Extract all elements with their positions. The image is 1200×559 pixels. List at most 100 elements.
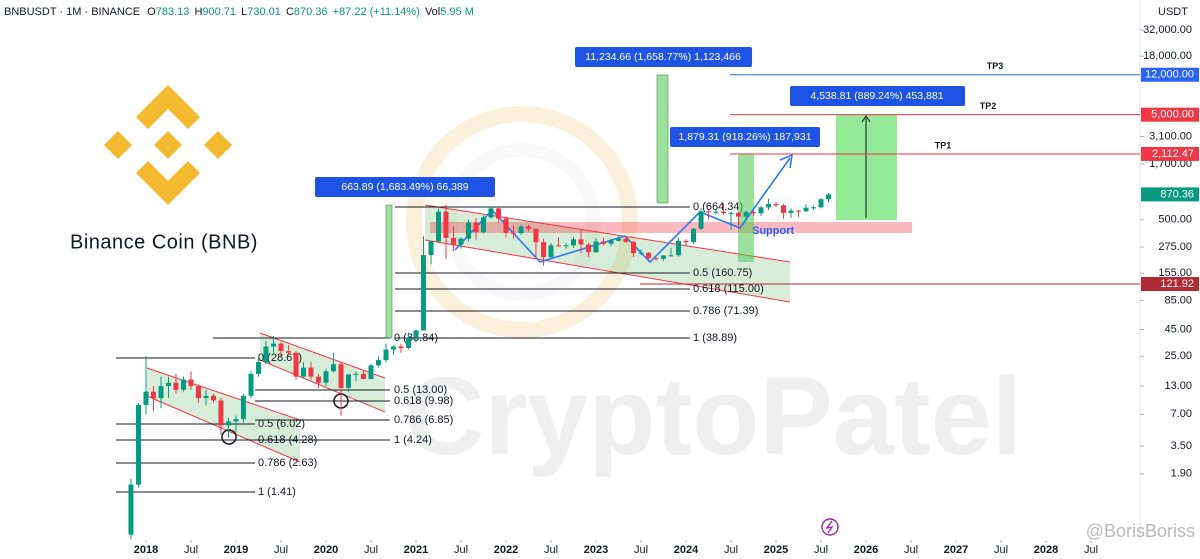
candle-body [780,205,786,213]
candle-body [278,343,284,352]
y-tick-label: 85.00 [1164,294,1192,306]
price-axis-tag [1141,277,1199,292]
x-tick-label: 2020 [314,544,338,556]
open-value: 783.13 [156,6,190,18]
candle-body [773,204,779,206]
x-tick-label: 2026 [854,544,878,556]
x-tick-label: Jul [904,544,918,556]
candle-body [361,373,367,379]
high-label: H [194,6,202,18]
candle-body [271,343,277,347]
candle-body [690,228,696,243]
fib-label: 0 (28.67) [258,352,302,364]
fib-label: 0.786 (6.85) [394,414,453,426]
channels [146,204,791,463]
candle-body [571,239,577,246]
candle-body [555,245,561,247]
x-tick-label: Jul [544,544,558,556]
candle-body [136,404,142,485]
candle-body [578,239,584,245]
candle-body [413,330,419,338]
candle-body [165,382,171,387]
candle-body [676,241,682,256]
candle-body [788,210,794,213]
candle-body [458,238,464,245]
price-axis-label: 121.92 [1160,278,1194,290]
price-axis-tag [1141,67,1199,82]
price-axis-label: 12,000.00 [1145,69,1194,81]
x-tick-label: 2022 [494,544,518,556]
candle-body [435,211,441,242]
candle-body [323,371,329,383]
y-tick-label: 3.50 [1171,440,1192,452]
fib-label: 0 (664.34) [693,201,743,213]
x-tick-label: 2023 [584,544,608,556]
x-tick-label: Jul [454,544,468,556]
candle-body [735,212,741,217]
candle-body [728,212,734,214]
candle-body [173,382,179,390]
candle-body [383,349,389,361]
bnb-logo [104,85,232,205]
candle-body [683,241,689,243]
candle-body [758,207,764,214]
fib-label: 1 (1.41) [258,486,296,498]
candle-body [593,241,599,253]
candle-body [188,379,194,387]
fib-c: 0 (664.34) 0.5 (160.75) 0.618 (115.00) 0… [395,201,764,344]
candle-body [600,241,606,244]
candle-body [293,352,299,377]
price-line-name: TP2 [980,101,997,111]
fib-label: 0.618 (115.00) [693,283,764,295]
candle-body [473,222,479,233]
candle-body [616,238,622,241]
candle-body [638,252,644,254]
candle-body [496,208,502,219]
candle-body [375,360,381,366]
x-tick-label: 2021 [404,544,428,556]
chart-title: Binance Coin (BNB) [70,231,258,253]
candle-body [406,337,412,348]
candle-body [353,373,359,375]
x-tick-label: Jul [634,544,648,556]
fib-b: 0 (38.84) 0.5 (13.00) 0.618 (9.98) 0.786… [213,332,453,446]
candle-body [518,226,524,234]
candle-body [526,226,532,229]
candle-body [503,218,509,233]
y-tick-label: 7.00 [1171,408,1192,420]
candle-body [541,242,547,258]
low-label: L [241,6,247,18]
candle-body [195,386,201,399]
x-tick-label: 2028 [1034,544,1058,556]
price-axis-tag [1141,146,1199,161]
candle-body [368,365,374,379]
measure-boxes [385,74,897,339]
watermark: CryptoPatel [405,355,1022,478]
x-tick-label: 2024 [674,544,699,556]
candle-body [668,255,674,257]
close-value: 870.36 [294,6,328,18]
candle-body [623,238,629,242]
price-axis-tag [1141,187,1199,202]
x-tick-label: 2019 [224,544,248,556]
candle-body [330,364,336,372]
candle-body [428,241,434,256]
candle-body [338,364,344,388]
low-value: 730.01 [247,6,281,18]
volume-label: Vol [425,6,440,18]
candle-body [586,244,592,253]
candle-body [653,258,659,260]
candle-body [203,395,209,399]
candle-body [128,484,134,535]
price-axis-tag [1141,107,1199,122]
measure-label: 1,879.31 (918.26%) 187,931 [678,131,811,143]
y-tick-label: 3,100.00 [1149,130,1192,142]
x-tick-label: 2018 [134,544,158,556]
candle-body [240,395,246,420]
candle-body [510,232,516,234]
x-tick-label: Jul [724,544,738,556]
x-tick-label: Jul [184,544,198,556]
y-tick-label: 45.00 [1164,323,1192,335]
fib-label: 0.5 (6.02) [258,418,305,430]
